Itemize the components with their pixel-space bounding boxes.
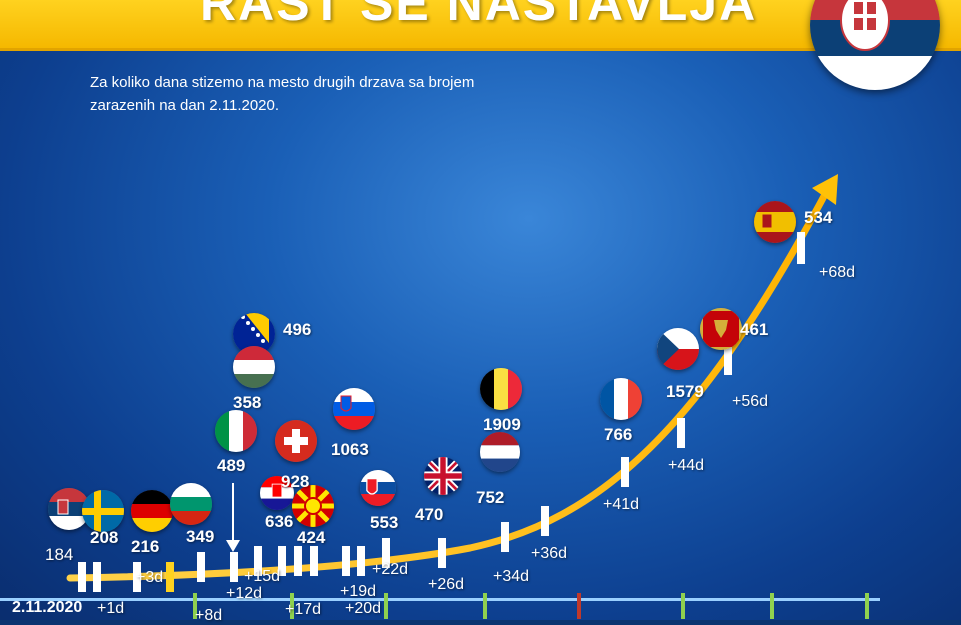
- north-macedonia-flag: [292, 485, 334, 527]
- day-label: +68d: [819, 264, 856, 281]
- day-label: +41d: [603, 496, 640, 513]
- header-bar: [0, 0, 961, 51]
- count-label: 1579: [666, 382, 704, 401]
- count-label: 766: [604, 425, 633, 444]
- day-label: +12d: [226, 585, 263, 602]
- count-label: 208: [90, 528, 119, 547]
- timeline-marker: [577, 593, 581, 619]
- day-label: +34d: [493, 568, 530, 585]
- day-label: +8d: [195, 607, 223, 624]
- count-label: 752: [476, 488, 505, 507]
- timeline-axis: [0, 598, 880, 601]
- day-label: +56d: [732, 393, 769, 410]
- croatia-flag: [260, 476, 294, 510]
- germany-flag: [131, 490, 173, 532]
- italy-pointer-head: [226, 540, 240, 552]
- france-flag: [600, 378, 642, 420]
- count-label: 489: [217, 456, 246, 475]
- day-label: +22d: [372, 561, 409, 578]
- montenegro-flag: [700, 308, 742, 350]
- count-label: 349: [186, 527, 215, 546]
- switzerland-flag: [275, 420, 317, 462]
- bulgaria-flag: [170, 483, 212, 525]
- slovenia-flag: [333, 388, 375, 430]
- netherlands-flag: [480, 432, 520, 472]
- subtitle-text: Za koliko dana stizemo na mesto drugih d…: [90, 74, 475, 114]
- day-label: +20d: [345, 600, 382, 617]
- italy-flag: [215, 410, 257, 452]
- count-label: 461: [740, 320, 769, 339]
- spain-flag: [754, 201, 796, 243]
- bottom-strip: [0, 620, 961, 625]
- count-label: 534: [804, 208, 833, 227]
- count-label: 424: [297, 528, 326, 547]
- count-label: 496: [283, 320, 312, 339]
- curve-arrowhead: [812, 174, 838, 205]
- day-label: +15d: [244, 568, 281, 585]
- day-label: +19d: [340, 583, 377, 600]
- count-label: 358: [233, 393, 262, 412]
- count-label: 1063: [331, 440, 369, 459]
- timeline-ticks: [193, 593, 869, 619]
- count-label: 553: [370, 513, 399, 532]
- day-label: +36d: [531, 545, 568, 562]
- page-title: RAST SE NASTAVLJA: [200, 0, 758, 31]
- day-label: +3d: [136, 569, 164, 586]
- serbia-flag: [48, 488, 90, 530]
- count-label: 216: [131, 537, 160, 556]
- uk-flag: [424, 457, 462, 495]
- count-label: 636: [265, 512, 294, 531]
- start-date-label: 2.11.2020: [12, 599, 83, 616]
- slovakia-flag: [360, 470, 396, 506]
- hungary-flag: [233, 346, 275, 388]
- count-label: 184: [45, 545, 74, 564]
- day-label: +17d: [285, 601, 322, 618]
- belgium-flag: [480, 368, 522, 410]
- day-label: +26d: [428, 576, 465, 593]
- sweden-flag: [82, 490, 124, 532]
- day-markers: [78, 232, 805, 592]
- count-label: 470: [415, 505, 444, 524]
- day-label: +1d: [97, 600, 125, 617]
- czech-flag: [657, 328, 699, 370]
- count-label: 1909: [483, 415, 521, 434]
- day-label: +44d: [668, 457, 705, 474]
- count-label: 928: [281, 472, 310, 491]
